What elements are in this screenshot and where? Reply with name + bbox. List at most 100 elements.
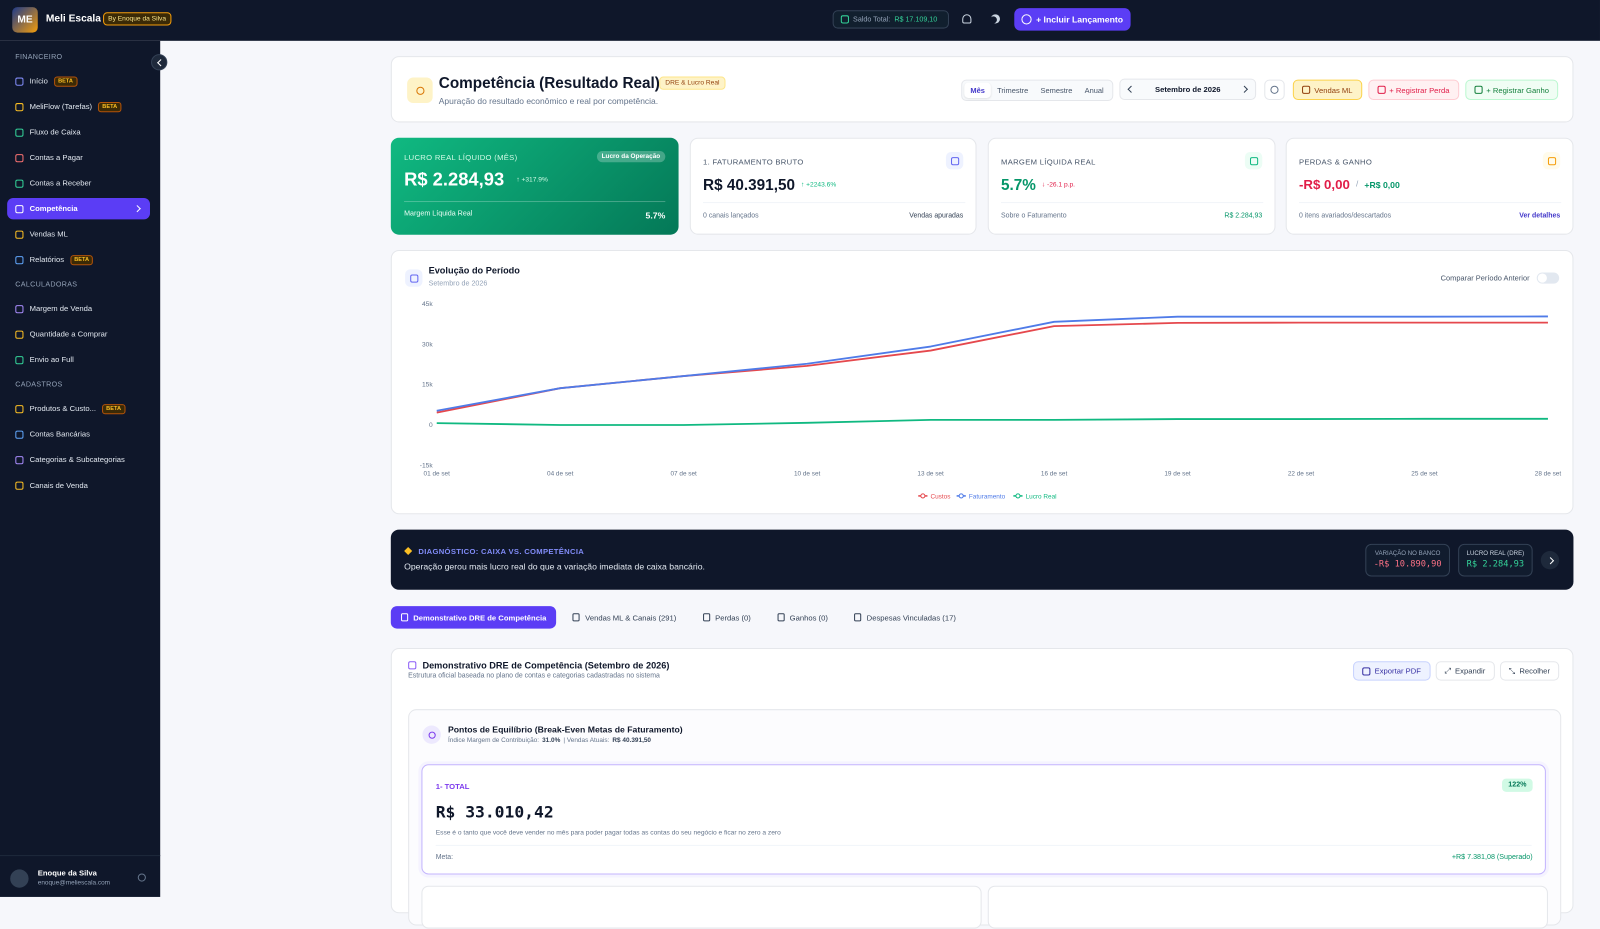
period-option[interactable]: Trimestre <box>997 85 1029 95</box>
wallet-icon <box>840 15 849 24</box>
legend-dot <box>1015 493 1021 499</box>
tab-icon <box>777 613 785 622</box>
nav-item[interactable]: Fluxo de Caixa <box>7 121 150 142</box>
legend-label: Custos <box>931 493 951 500</box>
logo[interactable]: ME <box>12 7 38 33</box>
legend-dot <box>958 493 964 499</box>
page-subtitle: Apuração do resultado econômico e real p… <box>438 95 659 107</box>
kpi-foot-label: Sobre o Faturamento <box>1001 212 1067 220</box>
tab[interactable]: Vendas ML & Canais (291) <box>563 606 687 628</box>
nav-label: Margem de Venda <box>29 304 93 314</box>
dre-subtitle: Estrutura oficial baseada no plano de co… <box>408 672 660 680</box>
nav-item[interactable]: Início BETA <box>7 70 150 91</box>
nav-badge: BETA <box>98 101 122 112</box>
collapse-all-button[interactable]: ⤡ Recolher <box>1499 661 1560 681</box>
tab[interactable]: Ganhos (0) <box>767 606 838 628</box>
tab-label: Despesas Vinculadas (17) <box>866 612 956 622</box>
nav-item[interactable]: Envio ao Full <box>7 349 150 370</box>
period-option[interactable]: Mês <box>964 82 992 98</box>
x-tick-label: 10 de set <box>794 471 821 478</box>
nav-icon <box>15 153 24 162</box>
page-title: Competência (Resultado Real) <box>438 74 660 92</box>
nav-label: Categorias & Subcategorias <box>29 455 125 465</box>
nav-icon <box>15 304 24 313</box>
kpi-icon <box>1244 152 1263 170</box>
total-badge: 122% <box>1502 778 1533 792</box>
bank-label: VARIAÇÃO NO BANCO <box>1374 551 1441 558</box>
prev-button[interactable] <box>1127 85 1135 93</box>
kpi-badge: Lucro da Operação <box>596 151 666 163</box>
settings-icon[interactable] <box>137 873 146 882</box>
tab[interactable]: Despesas Vinculadas (17) <box>844 606 966 628</box>
nav-item[interactable]: Contas a Pagar <box>7 147 150 168</box>
loss-label: + Registrar Perda <box>1389 85 1450 95</box>
diagnostic-title: DIAGNÓSTICO: CAIXA VS. COMPETÊNCIA <box>418 546 585 557</box>
expand-all-button[interactable]: ⤢ Expandir <box>1435 661 1495 681</box>
period-option[interactable]: Semestre <box>1040 85 1073 95</box>
kpi-foot-value: R$ 2.284,93 <box>1224 212 1263 220</box>
nav-item[interactable]: MeliFlow (Tarefas) BETA <box>7 96 150 117</box>
nav-badge: BETA <box>54 76 78 87</box>
gain-button[interactable]: + Registrar Ganho <box>1464 79 1559 100</box>
nav-item[interactable]: Competência <box>7 197 150 220</box>
bell-icon[interactable] <box>962 14 972 24</box>
nav-icon <box>15 255 24 264</box>
nav-item[interactable]: Quantidade a Comprar <box>7 323 150 344</box>
tab-label: Demonstrativo DRE de Competência <box>413 612 547 622</box>
plus-icon <box>1021 14 1032 25</box>
nav-item[interactable]: Canais de Venda <box>7 474 150 495</box>
details-link[interactable]: Ver detalhes <box>1519 212 1561 220</box>
nav-label: Relatórios <box>29 255 65 265</box>
settings-button[interactable] <box>1264 79 1285 100</box>
loss-button[interactable]: + Registrar Perda <box>1367 79 1459 100</box>
nav-item[interactable]: Vendas ML <box>7 223 150 244</box>
tab-label: Vendas ML & Canais (291) <box>585 612 677 622</box>
theme-icon[interactable] <box>991 14 1000 23</box>
sales-button[interactable]: Vendas ML <box>1292 79 1362 100</box>
fixed-costs-box <box>987 885 1548 929</box>
breakeven-title: Pontos de Equilíbrio (Break-Even Metas d… <box>447 724 683 735</box>
expand-button[interactable] <box>1540 551 1560 570</box>
nav-item[interactable]: Margem de Venda <box>7 298 150 319</box>
collapse-button[interactable] <box>151 54 168 71</box>
add-entry-button[interactable]: + Incluir Lançamento <box>1014 8 1131 31</box>
dre-box: LUCRO REAL (DRE) R$ 2.284,93 <box>1458 543 1533 577</box>
topbar: ME Meli Escala By Enoque da Silva Saldo … <box>0 0 1600 41</box>
header-card: Competência (Resultado Real) DRE & Lucro… <box>390 56 1574 123</box>
breakeven-subtitle: Índice Margem de Contribuição: 31.0% | V… <box>448 737 651 744</box>
nav-item[interactable]: Contas Bancárias <box>7 423 150 444</box>
user-email: enoque@meliescala.com <box>37 879 111 887</box>
kpi-foot-value: Vendas apuradas <box>909 212 964 220</box>
total-value: R$ 33.010,42 <box>435 802 554 822</box>
chart-card: Evolução do Período Setembro de 2026 Com… <box>390 249 1574 515</box>
gain-label: + Registrar Ganho <box>1486 85 1549 95</box>
diagnostic-banner: DIAGNÓSTICO: CAIXA VS. COMPETÊNCIA Opera… <box>390 529 1574 590</box>
nav-item[interactable]: Contas a Receber <box>7 172 150 193</box>
byline-badge: By Enoque da Silva <box>103 12 172 26</box>
nav-item[interactable]: Produtos & Custo... BETA <box>7 398 150 419</box>
tab[interactable]: Perdas (0) <box>693 606 761 628</box>
nav-item[interactable]: Relatórios BETA <box>7 249 150 270</box>
nav-icon <box>15 77 24 86</box>
dre-title: Demonstrativo DRE de Competência (Setemb… <box>422 660 670 671</box>
avatar[interactable] <box>10 869 29 888</box>
x-tick-label: 13 de set <box>917 471 944 478</box>
margin-card: MARGEM LÍQUIDA REAL 5.7% ↓ -26.1 p.p. So… <box>987 137 1276 235</box>
nav-item[interactable]: Categorias & Subcategorias <box>7 449 150 470</box>
x-tick-label: 25 de set <box>1411 471 1438 478</box>
chart-subtitle: Setembro de 2026 <box>428 280 488 288</box>
compare-toggle[interactable] <box>1536 272 1560 284</box>
next-button[interactable] <box>1240 85 1248 93</box>
period-option[interactable]: Anual <box>1084 85 1104 95</box>
tab[interactable]: Demonstrativo DRE de Competência <box>390 606 557 629</box>
export-button[interactable]: Exportar PDF <box>1353 661 1431 681</box>
y-tick-label: 0 <box>429 422 433 429</box>
profit-card: LUCRO REAL LÍQUIDO (MÊS) Lucro da Operaç… <box>390 137 679 235</box>
x-tick-label: 22 de set <box>1288 471 1315 478</box>
nav-icon <box>15 179 24 188</box>
kpi-value: R$ 40.391,50 <box>703 176 795 194</box>
total-box: 1- TOTAL 122% R$ 33.010,42 Esse é o tant… <box>421 764 1546 875</box>
tab-label: Ganhos (0) <box>789 612 828 622</box>
index-label: Índice Margem de Contribuição: <box>447 736 540 744</box>
